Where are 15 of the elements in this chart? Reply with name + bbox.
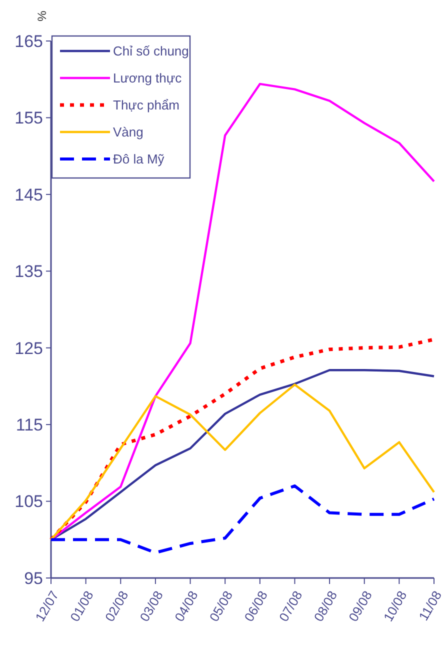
y-axis-title: %: [35, 10, 49, 22]
y-tick-label: 125: [14, 338, 43, 358]
y-tick-label: 135: [14, 262, 43, 282]
y-tick-label: 155: [14, 108, 43, 128]
line-series: [50, 484, 436, 554]
legend-label: Lương thực: [113, 70, 182, 86]
y-tick-label: 165: [14, 32, 43, 51]
y-tick-label: 105: [14, 492, 43, 512]
y-tick-label: 145: [14, 185, 43, 204]
legend-label: Chỉ số chung: [113, 44, 189, 59]
legend-label: Đô la Mỹ: [113, 152, 165, 167]
y-tick-label: 115: [16, 416, 43, 435]
legend-label: Vàng: [113, 124, 144, 140]
y-tick-label: 95: [24, 568, 43, 588]
legend-label: Thực phẩm: [113, 98, 180, 113]
